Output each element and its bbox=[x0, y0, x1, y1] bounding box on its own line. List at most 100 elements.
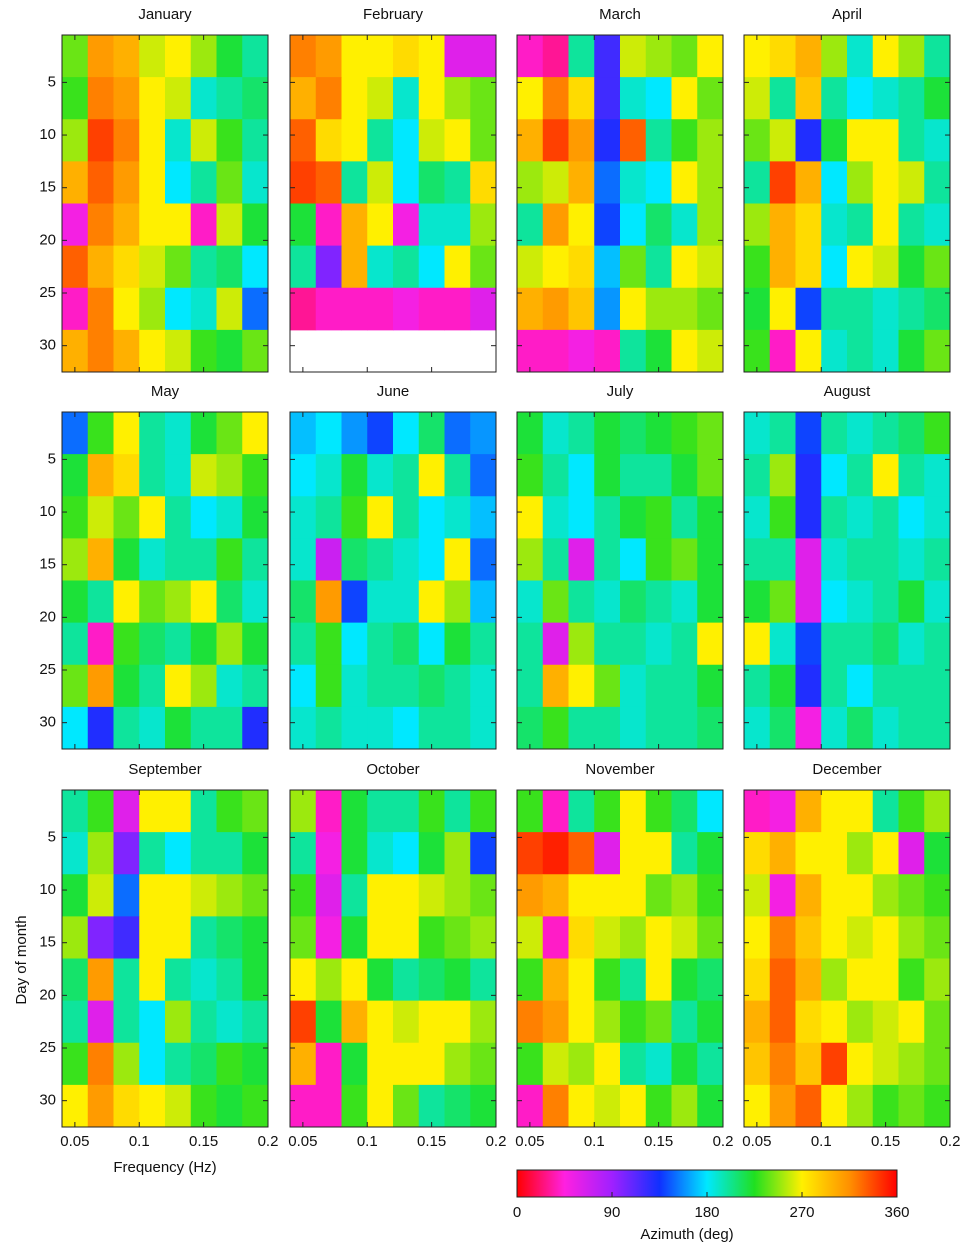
heatmap-cell bbox=[924, 580, 951, 624]
heatmap-cell bbox=[62, 203, 89, 247]
heatmap-cell bbox=[542, 35, 569, 78]
heatmap-cell bbox=[393, 412, 420, 455]
heatmap-cell bbox=[898, 35, 925, 78]
heatmap-cell bbox=[697, 119, 724, 162]
heatmap-cell bbox=[242, 245, 269, 289]
heatmap-cell bbox=[315, 35, 342, 78]
panel-frame bbox=[61, 34, 269, 373]
heatmap-cell bbox=[367, 874, 394, 917]
heatmap-cell bbox=[517, 161, 544, 204]
heatmap-cell bbox=[341, 119, 368, 162]
heatmap-cell bbox=[898, 1000, 925, 1044]
heatmap-cell bbox=[367, 1042, 394, 1086]
heatmap-cell bbox=[620, 329, 647, 373]
heatmap-cell bbox=[139, 538, 166, 581]
heatmap-cell bbox=[341, 538, 368, 581]
heatmap-cell bbox=[795, 1084, 822, 1128]
heatmap-cell bbox=[872, 454, 899, 497]
heatmap-cell bbox=[872, 790, 899, 833]
heatmap bbox=[290, 790, 497, 1128]
heatmap-cell bbox=[568, 329, 595, 373]
heatmap-cell bbox=[444, 203, 471, 247]
heatmap-cell bbox=[568, 1000, 595, 1044]
heatmap-cell bbox=[594, 622, 621, 666]
heatmap-cell bbox=[290, 35, 317, 78]
heatmap-cell bbox=[470, 664, 497, 708]
heatmap-cell bbox=[898, 161, 925, 204]
heatmap-cell bbox=[470, 622, 497, 666]
heatmap-cell bbox=[620, 538, 647, 581]
heatmap-cell bbox=[744, 245, 771, 289]
heatmap-cell bbox=[872, 664, 899, 708]
heatmap-cell bbox=[620, 77, 647, 120]
heatmap-cell bbox=[139, 622, 166, 666]
panel-frame bbox=[289, 34, 497, 373]
heatmap-cell bbox=[444, 412, 471, 455]
heatmap-cell bbox=[542, 329, 569, 373]
heatmap-cell bbox=[821, 329, 848, 373]
heatmap-cell bbox=[821, 622, 848, 666]
heatmap-cell bbox=[113, 496, 140, 539]
heatmap-cell bbox=[367, 538, 394, 581]
heatmap-cell bbox=[847, 1000, 874, 1044]
heatmap-cell bbox=[139, 77, 166, 120]
heatmap-cell bbox=[62, 916, 89, 959]
heatmap-cell bbox=[744, 790, 771, 833]
colorbar-label: Azimuth (deg) bbox=[640, 1226, 733, 1243]
heatmap-cell bbox=[87, 412, 114, 455]
heatmap-cell bbox=[620, 35, 647, 78]
y-tick-label: 5 bbox=[48, 828, 56, 845]
heatmap-cell bbox=[341, 35, 368, 78]
y-tick-label: 15 bbox=[39, 934, 56, 951]
heatmap-cell bbox=[697, 1042, 724, 1086]
heatmap-cell bbox=[847, 454, 874, 497]
heatmap-cell bbox=[418, 245, 445, 289]
heatmap-cell bbox=[517, 580, 544, 624]
heatmap-cell bbox=[645, 245, 672, 289]
heatmap-cell bbox=[216, 412, 243, 455]
heatmap-cell bbox=[671, 161, 698, 204]
heatmap-cell bbox=[190, 287, 217, 331]
heatmap-cell bbox=[795, 77, 822, 120]
heatmap-cell bbox=[62, 245, 89, 289]
heatmap-cell bbox=[924, 35, 951, 78]
heatmap-cell bbox=[367, 1084, 394, 1128]
heatmap-cell bbox=[872, 874, 899, 917]
heatmap-cell bbox=[62, 958, 89, 1002]
heatmap-cell bbox=[620, 1000, 647, 1044]
heatmap-cell bbox=[697, 916, 724, 959]
heatmap-cell bbox=[87, 538, 114, 581]
heatmap-cell bbox=[62, 1042, 89, 1086]
heatmap-cell bbox=[216, 454, 243, 497]
y-tick-label: 10 bbox=[39, 126, 56, 143]
heatmap-cell bbox=[113, 161, 140, 204]
heatmap-cell bbox=[190, 706, 217, 750]
x-tick-label: 0.1 bbox=[129, 1133, 150, 1150]
heatmap-cell bbox=[620, 1084, 647, 1128]
heatmap-cell bbox=[697, 329, 724, 373]
heatmap bbox=[517, 35, 724, 373]
heatmap-cell bbox=[190, 958, 217, 1002]
heatmap-cell bbox=[139, 454, 166, 497]
heatmap-cell bbox=[341, 958, 368, 1002]
heatmap-cell bbox=[872, 245, 899, 289]
heatmap-cell bbox=[924, 203, 951, 247]
heatmap-cell bbox=[315, 622, 342, 666]
heatmap-cell bbox=[568, 874, 595, 917]
heatmap-cell bbox=[393, 1084, 420, 1128]
heatmap-cell bbox=[290, 580, 317, 624]
heatmap-cell bbox=[113, 35, 140, 78]
heatmap-cell bbox=[744, 916, 771, 959]
heatmap-cell bbox=[139, 329, 166, 373]
heatmap-cell bbox=[517, 958, 544, 1002]
heatmap-cell bbox=[671, 245, 698, 289]
heatmap-cell bbox=[645, 35, 672, 78]
heatmap-cell bbox=[620, 287, 647, 331]
heatmap-cell bbox=[821, 958, 848, 1002]
heatmap-cell bbox=[568, 706, 595, 750]
heatmap-cell bbox=[898, 832, 925, 875]
heatmap-cell bbox=[594, 958, 621, 1002]
heatmap-cell bbox=[517, 706, 544, 750]
heatmap-cell bbox=[697, 454, 724, 497]
heatmap-cell bbox=[898, 287, 925, 331]
